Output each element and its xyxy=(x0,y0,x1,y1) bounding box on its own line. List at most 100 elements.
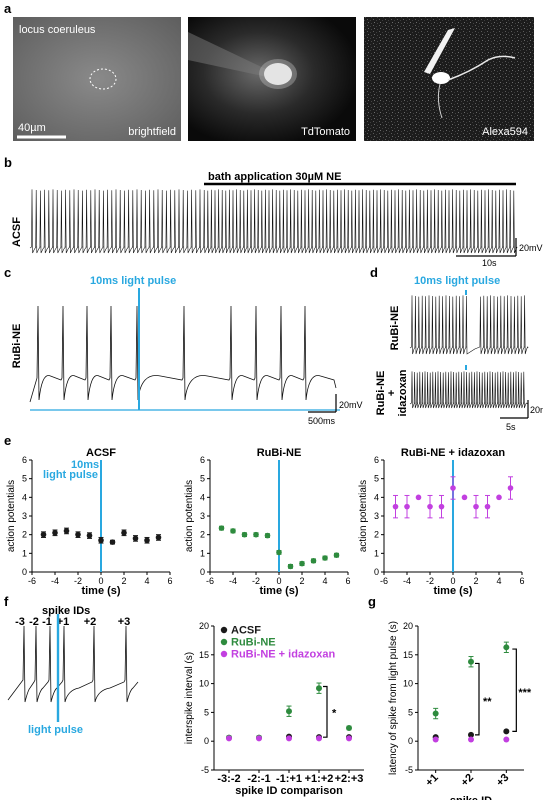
data-point xyxy=(241,531,248,538)
legend-label: ACSF xyxy=(231,625,261,637)
data-point xyxy=(109,539,116,545)
micrograph-alexa594: Alexa594 xyxy=(364,17,534,141)
panel-label-b: b xyxy=(4,155,12,170)
x-tick-label: +1 xyxy=(423,772,440,789)
x-tick-label: +1:+2 xyxy=(305,773,334,785)
legend-label: RuBi-NE xyxy=(231,637,276,649)
y-tick-label: 3 xyxy=(200,511,205,521)
data-point xyxy=(496,494,502,501)
x-tick-label: -4 xyxy=(403,576,411,586)
data-point xyxy=(484,503,491,510)
x-tick-label: -4 xyxy=(51,576,59,586)
data-point xyxy=(63,528,70,534)
data-point xyxy=(144,537,150,544)
data-point xyxy=(86,532,93,539)
data-point xyxy=(286,735,292,742)
y-axis-label: interspike interval (s) xyxy=(184,652,195,744)
x-tick-label: +3 xyxy=(494,772,511,789)
channel-label-alexa594: Alexa594 xyxy=(482,126,528,138)
voltage-trace-c xyxy=(29,288,340,411)
scale-bar-label: 40µm xyxy=(18,122,46,134)
y-tick-label: -5 xyxy=(405,765,413,775)
significance-marker: ** xyxy=(483,696,492,708)
y-tick-label: 2 xyxy=(200,530,205,540)
x-tick-label: -6 xyxy=(380,576,388,586)
x-axis-label: spike ID comparison xyxy=(235,785,343,797)
y-tick-label: 6 xyxy=(374,455,379,465)
scale-bar-d: 5s 20mV xyxy=(500,400,543,432)
y-axis-label: action potentials xyxy=(184,480,195,552)
panel-label-g: g xyxy=(368,594,376,609)
x-tick-label: -4 xyxy=(229,576,237,586)
voltage-trace-b xyxy=(29,189,518,254)
panel-label-c: c xyxy=(4,265,11,280)
data-point xyxy=(468,658,474,665)
treatment-label: bath application 30µM NE xyxy=(208,171,341,183)
pulse-label-e-2: light pulse xyxy=(43,469,98,481)
y-tick-label: 0 xyxy=(374,567,379,577)
y-tick-label: 1 xyxy=(374,548,379,558)
scale-t-b: 10s xyxy=(482,258,497,268)
data-point xyxy=(346,724,352,731)
data-point xyxy=(52,530,58,536)
y-tick-label: 15 xyxy=(199,650,209,660)
micrograph-brightfield: locus coeruleus brightfield 40µm xyxy=(13,17,181,141)
data-point xyxy=(40,531,47,538)
data-point xyxy=(276,549,282,556)
y-tick-label: 4 xyxy=(374,492,379,502)
y-tick-label: 0 xyxy=(204,736,209,746)
x-axis-label: time (s) xyxy=(433,585,472,597)
voltage-trace-f xyxy=(7,614,139,722)
panel-label-e: e xyxy=(4,433,11,448)
x-tick-label: 0 xyxy=(98,576,103,586)
pulse-label-c: 10ms light pulse xyxy=(90,275,176,287)
x-tick-label: 0 xyxy=(450,576,455,586)
scale-bar-b: 10s 20mV xyxy=(456,238,543,268)
panel-label-f: f xyxy=(4,594,9,609)
condition-label-d-bottom: RuBi-NE + idazoxan xyxy=(375,369,409,416)
y-tick-label: 0 xyxy=(22,567,27,577)
chart-title: ACSF xyxy=(86,447,116,459)
x-axis-label: time (s) xyxy=(81,585,120,597)
data-point xyxy=(316,685,322,692)
y-tick-label: 1 xyxy=(22,548,27,558)
x-tick-label: -2:-1 xyxy=(247,773,270,785)
svg-text:+: + xyxy=(386,390,398,396)
x-tick-label: 6 xyxy=(519,576,524,586)
data-point xyxy=(98,537,104,544)
y-tick-label: 5 xyxy=(408,707,413,717)
pulse-label-e-1: 10ms xyxy=(71,459,99,471)
significance-marker: * xyxy=(332,707,337,719)
x-tick-label: +2 xyxy=(459,772,476,789)
x-tick-label: 6 xyxy=(345,576,350,586)
data-point xyxy=(264,532,271,539)
data-point xyxy=(286,708,292,715)
x-axis-label: time (s) xyxy=(259,585,298,597)
significance-bracket xyxy=(323,685,328,738)
data-point xyxy=(316,735,322,742)
scale-v-d: 20mV xyxy=(530,405,543,415)
spike-id-label: -1 xyxy=(42,616,52,628)
data-point xyxy=(432,736,439,743)
voltage-trace-d-bottom xyxy=(409,371,529,409)
x-axis-label: spike ID xyxy=(450,795,492,800)
legend-label: RuBi-NE + idazoxan xyxy=(231,649,335,661)
voltage-trace-d-top xyxy=(409,295,529,355)
scale-v-c: 20mV xyxy=(339,400,363,410)
svg-text:RuBi-NE: RuBi-NE xyxy=(375,371,387,416)
pulse-label-d: 10ms light pulse xyxy=(414,275,500,287)
y-tick-label: 5 xyxy=(22,474,27,484)
condition-label-d-top: RuBi-NE xyxy=(389,306,401,351)
y-tick-label: 10 xyxy=(403,679,413,689)
y-tick-label: 15 xyxy=(403,650,413,660)
data-point xyxy=(473,503,479,510)
scale-bar-c: 500ms 20mV xyxy=(308,394,363,426)
data-point xyxy=(256,735,262,742)
y-axis-label: action potentials xyxy=(6,480,17,552)
panel-e-charts: 0 1 2 3 4 5 6 -6 -4 -2 0 2 4 6 time (s) action potentia… xyxy=(6,447,525,597)
data-point xyxy=(253,531,259,538)
data-point xyxy=(287,563,294,570)
x-tick-label: 4 xyxy=(496,576,501,586)
chart-title: RuBi-NE + idazoxan xyxy=(401,447,505,459)
condition-label-acsf: ACSF xyxy=(11,217,23,247)
